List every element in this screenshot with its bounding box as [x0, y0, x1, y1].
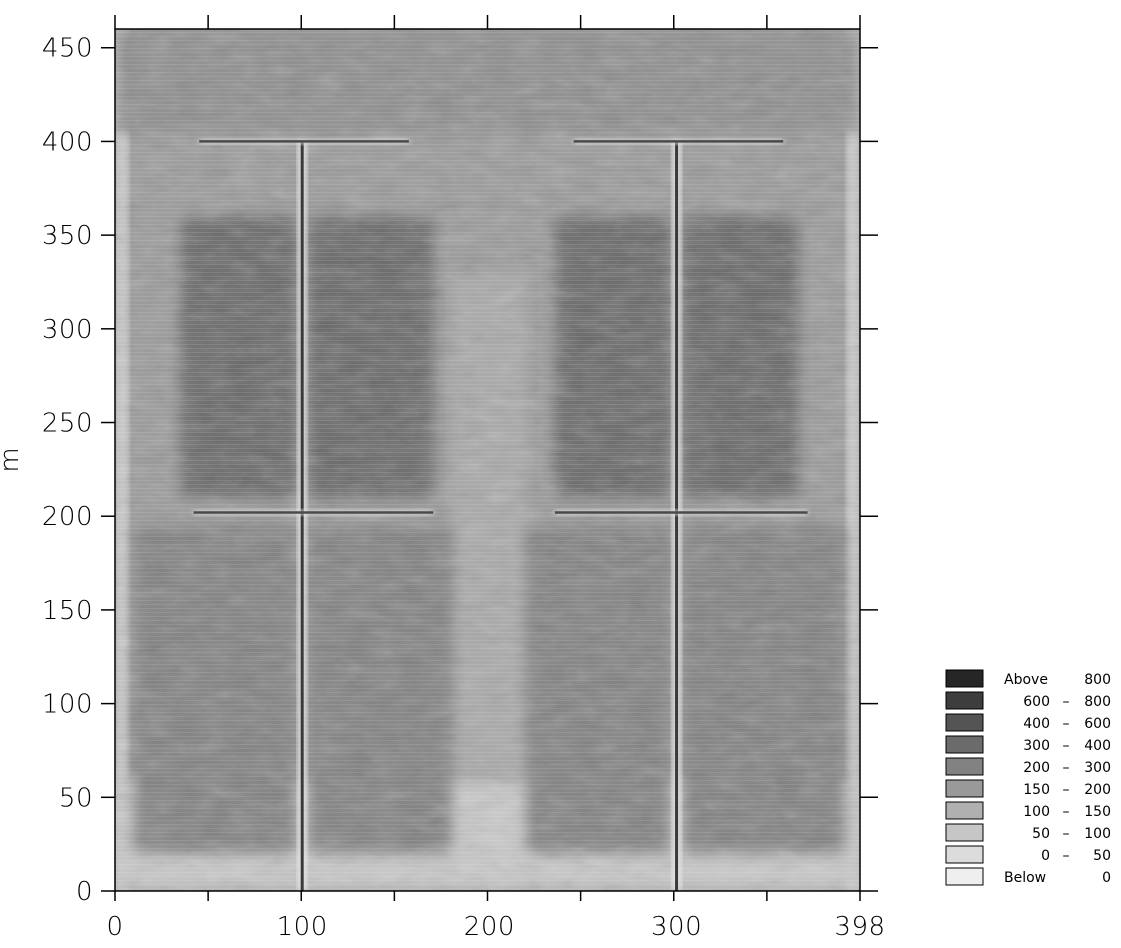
legend-from-7: 50 — [1032, 826, 1050, 842]
x-tick-label-3: 300 — [651, 912, 702, 942]
legend-dash-5: – — [1063, 782, 1070, 798]
axis-tick-labels: 0 100 200 300 398 0 50 100 150 200 250 300 350 400 450 — [42, 34, 885, 942]
legend-from-6: 100 — [1023, 804, 1050, 820]
legend-swatch-9 — [945, 867, 984, 886]
y-tick-label-3: 150 — [42, 596, 93, 626]
y-tick-label-5: 250 — [42, 409, 93, 439]
y-tick-label-8: 400 — [42, 127, 93, 157]
legend-to-8: 50 — [1093, 848, 1111, 864]
x-tick-label-1: 100 — [277, 912, 328, 942]
legend-label-9: Below — [1004, 870, 1046, 886]
legend-dash-6: – — [1063, 804, 1070, 820]
scanline-overlay — [115, 29, 860, 891]
legend-dash-3: – — [1063, 738, 1070, 754]
y-tick-label-7: 350 — [42, 221, 93, 251]
legend-dash-1: – — [1063, 694, 1070, 710]
legend-from-5: 150 — [1023, 782, 1050, 798]
legend-swatch-3 — [945, 735, 984, 754]
legend-dash-2: – — [1063, 716, 1070, 732]
y-tick-label-1: 50 — [59, 783, 93, 813]
legend-dash-4: – — [1063, 760, 1070, 776]
x-tick-label-4: 398 — [834, 912, 885, 942]
legend-swatch-2 — [945, 713, 984, 732]
y-tick-label-2: 100 — [42, 690, 93, 720]
legend-to-3: 400 — [1084, 738, 1111, 754]
legend-value-9: 0 — [1102, 870, 1111, 886]
legend-swatch-4 — [945, 757, 984, 776]
y-tick-label-0: 0 — [76, 877, 93, 907]
legend-swatch-6 — [945, 801, 984, 820]
legend-from-3: 300 — [1023, 738, 1050, 754]
legend-swatch-0 — [945, 669, 984, 688]
legend-swatch-1 — [945, 691, 984, 710]
legend-to-1: 800 — [1084, 694, 1111, 710]
legend-value-0: 800 — [1084, 672, 1111, 688]
legend-swatch-5 — [945, 779, 984, 798]
x-tick-label-2: 200 — [464, 912, 515, 942]
plot-area — [115, 29, 860, 891]
legend-dash-7: – — [1063, 826, 1070, 842]
legend-to-6: 150 — [1084, 804, 1111, 820]
legend-from-8: 0 — [1041, 848, 1050, 864]
legend-from-4: 200 — [1023, 760, 1050, 776]
legend-to-2: 600 — [1084, 716, 1111, 732]
legend-to-7: 100 — [1084, 826, 1111, 842]
legend-to-4: 300 — [1084, 760, 1111, 776]
legend-from-2: 400 — [1023, 716, 1050, 732]
y-tick-label-9: 450 — [42, 34, 93, 64]
x-tick-label-0: 0 — [106, 912, 123, 942]
y-axis-title: m — [0, 447, 25, 472]
legend-to-5: 200 — [1084, 782, 1111, 798]
axis-ticks — [101, 15, 878, 901]
legend-from-1: 600 — [1023, 694, 1050, 710]
legend-swatch-8 — [945, 845, 984, 864]
legend: Above 800600–800400–600300–400200–300150–… — [945, 669, 1111, 886]
beam-features — [193, 138, 808, 891]
y-tick-label-4: 200 — [42, 502, 93, 532]
legend-dash-8: – — [1063, 848, 1070, 864]
legend-label-0: Above — [1004, 672, 1048, 688]
y-tick-label-6: 300 — [42, 315, 93, 345]
legend-swatch-7 — [945, 823, 984, 842]
